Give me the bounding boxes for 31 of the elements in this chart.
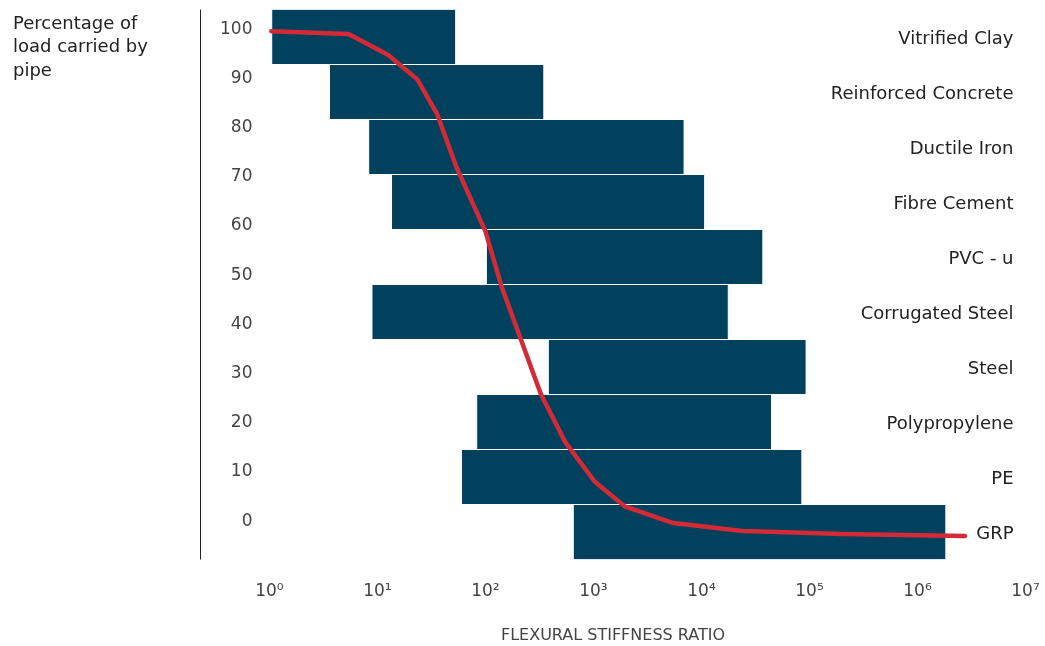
y-tick-label: Fibre Cement [893, 191, 1014, 213]
x-tick-label: 10⁴ [687, 579, 716, 600]
y-tick-label: 70 [230, 165, 253, 186]
y-tick-label: PVC - u [948, 246, 1014, 268]
y-tick-label: GRP [976, 521, 1014, 543]
y-tick-label: Polypropylene [886, 411, 1014, 433]
x-tick-label: 10³ [579, 579, 608, 600]
x-tick-label: 10⁰ [255, 579, 284, 600]
x-axis-title: FLEXURAL STIFFNESS RATIO [500, 624, 726, 644]
y-tick-label: 10 [230, 460, 253, 481]
y-tick-label: PE [991, 466, 1014, 488]
x-tick-label: 10¹ [363, 579, 392, 600]
y-tick-label: 80 [230, 116, 253, 137]
x-tick-label: 10⁵ [795, 579, 824, 600]
y-tick-label: Steel [967, 356, 1014, 378]
y-axis-title: Percentage of load carried by pipe [13, 11, 149, 82]
y-tick-label: 30 [230, 362, 253, 383]
x-tick-label: 10² [471, 579, 500, 600]
x-tick-label: 10⁶ [903, 579, 932, 600]
x-tick-label: 10⁷ [1011, 579, 1040, 600]
y-tick-label: Reinforced Concrete [830, 81, 1014, 103]
y-tick-label: Vitrified Clay [898, 26, 1014, 48]
y-tick-label: Ductile Iron [909, 136, 1014, 158]
y-tick-label: 40 [230, 312, 253, 333]
y-tick-label: 60 [230, 214, 253, 235]
y-tick-label: Corrugated Steel [860, 301, 1014, 323]
y-tick-label: 50 [230, 263, 253, 284]
y-tick-label: 20 [230, 411, 253, 432]
y-tick-label: 90 [230, 66, 253, 87]
y-tick-label: 0 [241, 509, 253, 530]
y-tick-label: 100 [220, 17, 253, 38]
